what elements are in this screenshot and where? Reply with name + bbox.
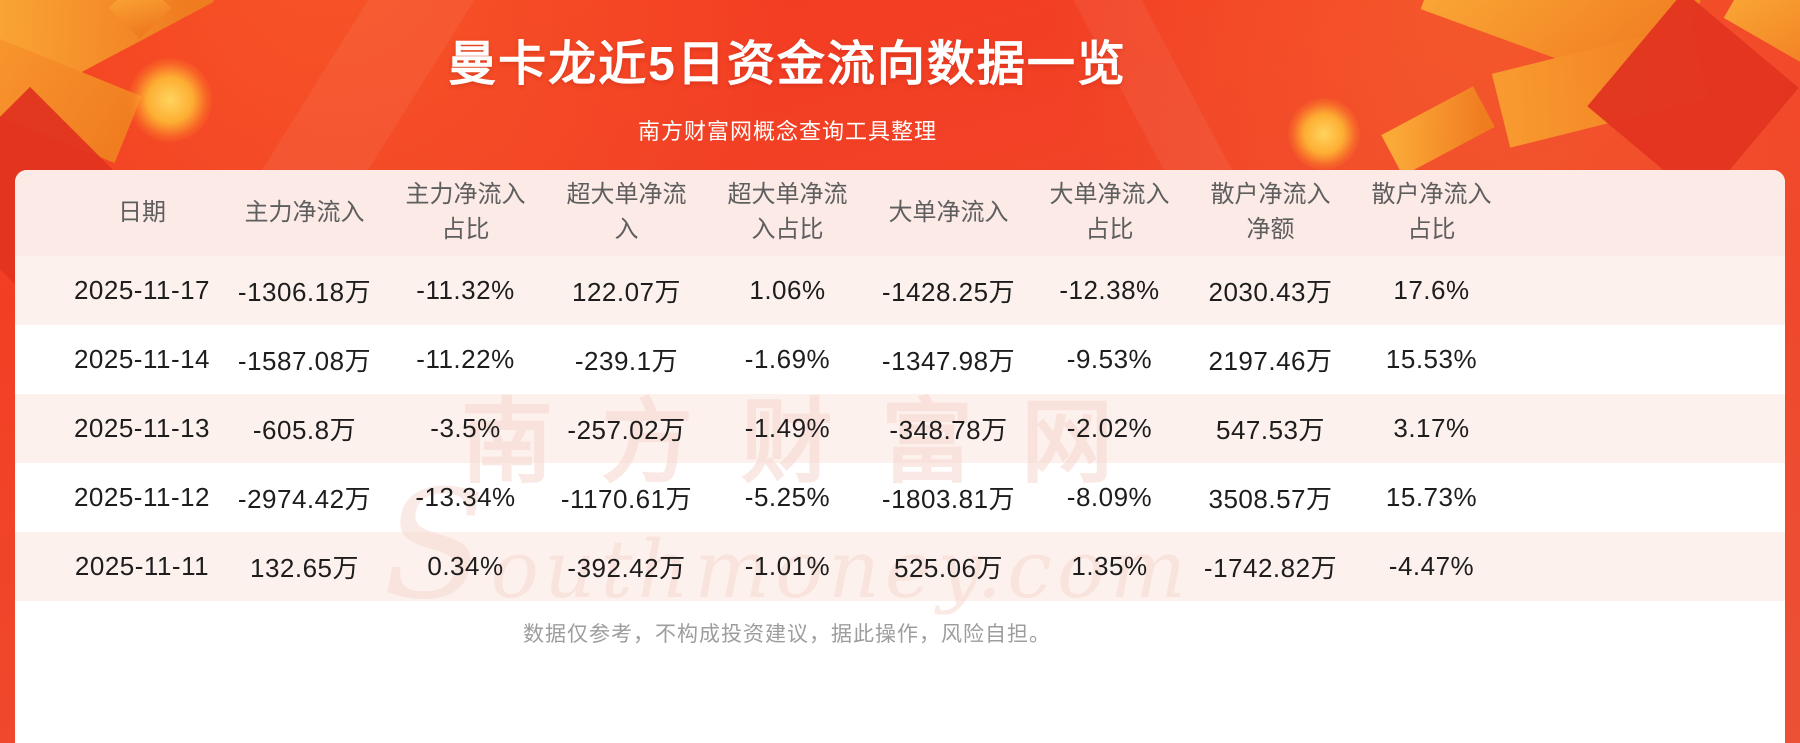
value-cell: 2197.46万: [1208, 346, 1333, 376]
value-cell: 15.73%: [1385, 482, 1478, 512]
value-cell: -1.49%: [744, 413, 831, 443]
date-cell: 2025-11-17: [73, 275, 211, 305]
value-cell: 3508.57万: [1208, 484, 1333, 514]
value-cell: -2974.42万: [237, 484, 372, 514]
value-cell: -605.8万: [252, 415, 357, 445]
value-cell: -11.32%: [416, 275, 515, 305]
value-cell: -5.25%: [744, 482, 831, 512]
disclaimer-text: 数据仅参考，不构成投资建议，据此操作，风险自担。: [523, 623, 1051, 646]
column-header: 主力净流入: [244, 198, 365, 226]
date-cell: 2025-11-13: [73, 413, 211, 443]
glow-orb-decoration-right: [1288, 98, 1360, 170]
value-cell: -257.02万: [567, 415, 686, 445]
table-header-row: 日期 主力净流入 主力净流入占比 超大单净流入 超大单净流入占比 大单净流入 大单净流入占比…: [15, 170, 1785, 256]
value-cell: 2030.43万: [1208, 277, 1333, 307]
glow-orb-decoration-left: [128, 58, 212, 142]
value-cell: -1.69%: [744, 344, 831, 374]
value-cell: -1742.82万: [1203, 553, 1338, 583]
column-header: 日期: [118, 198, 166, 226]
value-cell: 15.53%: [1385, 344, 1478, 374]
value-cell: -3.5%: [430, 413, 501, 443]
value-cell: -1170.61万: [560, 484, 693, 514]
table-row: 2025-11-14 -1587.08万 -11.22% -239.1万 -1.69% -…: [15, 325, 1785, 394]
table-row: 2025-11-13 -605.8万 -3.5% -257.02万 -1.49% -348…: [15, 394, 1785, 463]
column-header: 超大单净流入占比: [727, 181, 848, 243]
table-row: 2025-11-12 -2974.42万 -13.34% -1170.61万 -5.25…: [15, 463, 1785, 532]
table-row: 2025-11-17 -1306.18万 -11.32% 122.07万 1.06% -1…: [15, 256, 1785, 325]
value-cell: -239.1万: [574, 346, 679, 376]
table-body: 2025-11-17 -1306.18万 -11.32% 122.07万 1.06% -1…: [15, 256, 1785, 601]
value-cell: -9.53%: [1066, 344, 1153, 374]
column-header: 大单净流入: [888, 198, 1009, 226]
value-cell: -348.78万: [889, 415, 1008, 445]
value-cell: -1347.98万: [881, 346, 1016, 376]
value-cell: 1.35%: [1071, 551, 1148, 581]
value-cell: -8.09%: [1066, 482, 1153, 512]
value-cell: 0.34%: [427, 551, 504, 581]
column-header: 超大单净流入: [566, 181, 687, 243]
value-cell: 547.53万: [1215, 415, 1326, 445]
value-cell: -13.34%: [415, 482, 516, 512]
column-header: 大单净流入占比: [1049, 181, 1170, 243]
date-cell: 2025-11-14: [73, 344, 211, 374]
table-header-grid: 日期 主力净流入 主力净流入占比 超大单净流入 超大单净流入占比 大单净流入 大单净流入占比…: [15, 170, 1785, 256]
fund-flow-table: 日期 主力净流入 主力净流入占比 超大单净流入 超大单净流入占比 大单净流入 大单净流入占比…: [15, 170, 1785, 601]
value-cell: 1.06%: [749, 275, 826, 305]
value-cell: 132.65万: [249, 553, 360, 583]
date-cell: 2025-11-12: [73, 482, 211, 512]
value-cell: -1.01%: [744, 551, 831, 581]
value-cell: 17.6%: [1393, 275, 1470, 305]
page-title: 曼卡龙近5日资金流向数据一览: [448, 38, 1127, 91]
page-subtitle: 南方财富网概念查询工具整理: [637, 119, 937, 144]
table-row: 2025-11-11 132.65万 0.34% -392.42万 -1.01% 525.…: [15, 532, 1785, 601]
value-cell: 122.07万: [571, 277, 682, 307]
value-cell: -1803.81万: [881, 484, 1016, 514]
date-cell: 2025-11-11: [74, 551, 210, 581]
value-cell: -392.42万: [567, 553, 686, 583]
column-header: 散户净流入净额: [1210, 181, 1331, 243]
value-cell: -1306.18万: [237, 277, 372, 307]
header: 曼卡龙近5日资金流向数据一览 南方财富网概念查询工具整理: [0, 0, 1575, 146]
value-cell: -4.47%: [1388, 551, 1475, 581]
value-cell: 525.06万: [893, 553, 1004, 583]
column-header: 主力净流入占比: [405, 181, 526, 243]
column-header: 散户净流入占比: [1371, 181, 1492, 243]
value-cell: -11.22%: [416, 344, 515, 374]
value-cell: -1428.25万: [881, 277, 1016, 307]
value-cell: -2.02%: [1066, 413, 1153, 443]
value-cell: -12.38%: [1059, 275, 1160, 305]
data-panel: 南方财富网 Southmoney.com 日期 主力净流入 主力净流入占比 超大单净流…: [15, 170, 1785, 743]
value-cell: 3.17%: [1393, 413, 1470, 443]
value-cell: -1587.08万: [237, 346, 372, 376]
